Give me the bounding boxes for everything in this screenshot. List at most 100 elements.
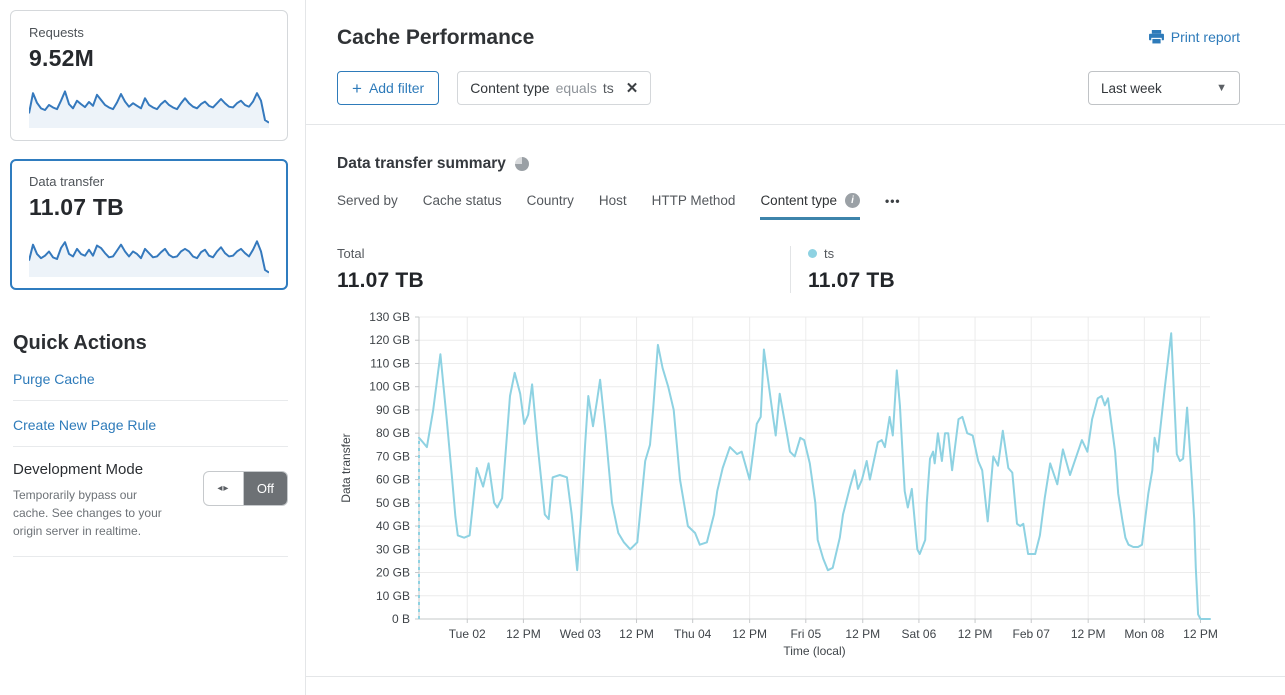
requests-sparkline-chart — [29, 90, 269, 128]
summary-tabs: Served by Cache status Country Host HTTP Met… — [337, 193, 1285, 220]
svg-text:12 PM: 12 PM — [506, 627, 541, 641]
tab-country[interactable]: Country — [527, 193, 574, 220]
tab-label: HTTP Method — [651, 193, 736, 208]
tab-served-by[interactable]: Served by — [337, 193, 398, 220]
svg-text:Mon 08: Mon 08 — [1124, 627, 1164, 641]
data-transfer-card[interactable]: Data transfer 11.07 TB — [10, 159, 288, 290]
ts-legend-value: 11.07 TB — [808, 269, 895, 292]
summary-title: Data transfer summary — [337, 155, 506, 172]
time-range-select[interactable]: Last week ▼ — [1088, 71, 1240, 105]
tab-content-type[interactable]: Content type i — [760, 193, 860, 220]
svg-text:Feb 07: Feb 07 — [1013, 627, 1051, 641]
svg-text:Thu 04: Thu 04 — [674, 627, 712, 641]
development-mode-section: Development Mode Temporarily bypass our … — [13, 461, 288, 557]
create-page-rule-link[interactable]: Create New Page Rule — [13, 417, 157, 433]
remove-filter-icon[interactable]: ✕ — [625, 80, 639, 97]
svg-text:30 GB: 30 GB — [376, 542, 410, 556]
svg-text:Tue 02: Tue 02 — [449, 627, 486, 641]
chevron-down-icon: ▼ — [1216, 82, 1227, 94]
page-title: Cache Performance — [337, 26, 535, 49]
time-range-value: Last week — [1101, 80, 1162, 96]
totals-row: Total 11.07 TB ts 11.07 TB — [337, 246, 1285, 293]
printer-icon — [1148, 30, 1164, 44]
svg-text:Sat 06: Sat 06 — [902, 627, 937, 641]
svg-text:130 GB: 130 GB — [369, 310, 410, 324]
filter-chip-operator: equals — [555, 80, 597, 96]
svg-text:12 PM: 12 PM — [1183, 627, 1217, 641]
main-header: Cache Performance Print report — [306, 0, 1285, 50]
tab-host[interactable]: Host — [599, 193, 627, 220]
ts-legend-column: ts 11.07 TB — [791, 246, 895, 293]
info-icon[interactable]: i — [845, 193, 860, 208]
divider — [13, 400, 288, 401]
more-tabs-icon[interactable]: ••• — [885, 194, 901, 208]
ts-legend-dot-icon — [808, 249, 817, 258]
development-mode-toggle[interactable]: ◂▸ Off — [202, 471, 288, 506]
quick-actions-title: Quick Actions — [13, 332, 147, 354]
print-report-label: Print report — [1170, 29, 1240, 45]
svg-text:12 PM: 12 PM — [1071, 627, 1106, 641]
filter-chip: Content type equals ts ✕ — [457, 71, 652, 105]
data-transfer-summary-section: Data transfer summary Served by Cache sta… — [306, 155, 1285, 665]
development-mode-text: Development Mode Temporarily bypass our … — [13, 461, 203, 540]
svg-text:Wed 03: Wed 03 — [560, 627, 601, 641]
development-mode-title: Development Mode — [13, 461, 144, 478]
ts-legend-label: ts — [824, 246, 835, 261]
data-transfer-time-series-chart: 0 B 10 GB 20 GB 30 GB 40 GB 50 GB 60 GB 70 GB 80… — [339, 310, 1217, 658]
tab-label: Served by — [337, 193, 398, 208]
sidebar: Requests 9.52M Data transfer 11.07 TB Qu… — [0, 0, 306, 695]
divider — [306, 124, 1285, 125]
data-transfer-sparkline-chart — [29, 240, 269, 277]
toggle-state-off: Off — [243, 472, 287, 505]
divider — [13, 446, 288, 447]
divider — [306, 676, 1285, 677]
svg-text:Fri 05: Fri 05 — [790, 627, 821, 641]
svg-text:12 PM: 12 PM — [732, 627, 767, 641]
tab-label: Content type — [760, 193, 837, 208]
svg-text:120 GB: 120 GB — [369, 333, 410, 347]
svg-text:100 GB: 100 GB — [369, 380, 410, 394]
svg-text:80 GB: 80 GB — [376, 426, 410, 440]
data-transfer-card-value: 11.07 TB — [29, 194, 124, 220]
svg-text:110 GB: 110 GB — [370, 356, 410, 370]
total-column: Total 11.07 TB — [337, 246, 790, 293]
data-transfer-card-label: Data transfer — [29, 174, 105, 189]
purge-cache-link[interactable]: Purge Cache — [13, 371, 95, 387]
filter-chip-value: ts — [602, 80, 614, 96]
svg-text:50 GB: 50 GB — [376, 496, 410, 510]
tab-label: Country — [526, 193, 574, 208]
toggle-arrows-icon: ◂▸ — [204, 472, 244, 505]
total-label: Total — [337, 246, 365, 261]
requests-card[interactable]: Requests 9.52M — [10, 10, 288, 141]
print-report-link[interactable]: Print report — [1148, 29, 1240, 45]
total-value: 11.07 TB — [337, 269, 424, 292]
svg-text:70 GB: 70 GB — [376, 449, 410, 463]
tab-label: Cache status — [422, 193, 502, 208]
plus-icon: + — [352, 78, 362, 98]
svg-text:Time (local): Time (local) — [783, 644, 845, 658]
tab-http-method[interactable]: HTTP Method — [652, 193, 736, 220]
main-content: Cache Performance Print report + Add fil… — [306, 0, 1285, 695]
development-mode-description: Temporarily bypass our cache. See change… — [13, 488, 162, 538]
divider — [790, 246, 791, 293]
svg-text:10 GB: 10 GB — [376, 589, 410, 603]
svg-text:12 PM: 12 PM — [958, 627, 993, 641]
svg-text:12 PM: 12 PM — [619, 627, 654, 641]
add-filter-button[interactable]: + Add filter — [337, 71, 440, 105]
add-filter-label: Add filter — [368, 80, 425, 96]
svg-text:12 PM: 12 PM — [845, 627, 880, 641]
svg-text:60 GB: 60 GB — [376, 473, 410, 487]
svg-text:90 GB: 90 GB — [376, 403, 410, 417]
svg-text:Data transfer: Data transfer — [339, 433, 353, 502]
sampled-data-pie-icon — [514, 157, 529, 171]
tab-label: Host — [598, 193, 627, 208]
requests-card-label: Requests — [29, 25, 84, 40]
svg-text:20 GB: 20 GB — [376, 566, 410, 580]
requests-card-value: 9.52M — [29, 45, 94, 71]
svg-text:0 B: 0 B — [392, 612, 410, 626]
chart-container: 0 B 10 GB 20 GB 30 GB 40 GB 50 GB 60 GB 70 GB 80… — [337, 309, 1285, 665]
filter-chip-field: Content type — [470, 80, 550, 96]
svg-text:40 GB: 40 GB — [376, 519, 410, 533]
tab-cache-status[interactable]: Cache status — [423, 193, 502, 220]
